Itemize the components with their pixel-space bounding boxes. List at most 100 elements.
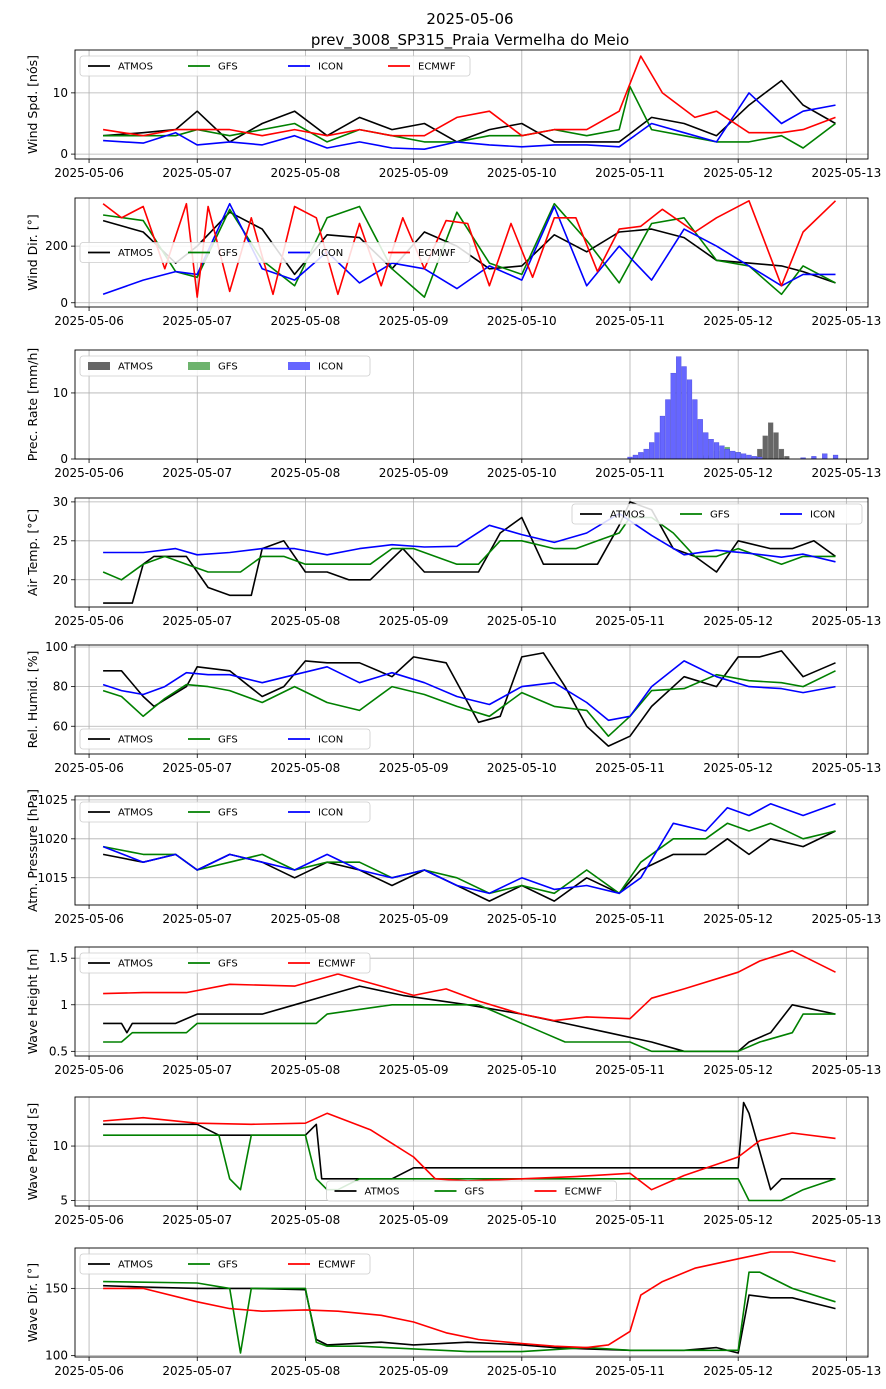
- legend-label-gfs: GFS: [218, 248, 238, 259]
- legend-label-atmos: ATMOS: [118, 735, 153, 746]
- legend: ATMOS GFS ICON: [571, 503, 863, 525]
- series-line-ecmwf: [103, 1251, 836, 1349]
- x-tick-label: 2025-05-07: [162, 1063, 232, 1077]
- x-tick-label: 2025-05-13: [811, 1063, 881, 1077]
- y-tick-label: 10: [53, 86, 68, 100]
- legend-label-ecmwf: ECMWF: [318, 1260, 356, 1271]
- figure-title-station: prev_3008_SP315_Praia Vermelha do Meio: [311, 31, 629, 50]
- x-tick-label: 2025-05-06: [54, 1063, 124, 1077]
- y-axis-label: Wind Spd. [nós]: [25, 55, 40, 154]
- y-tick-label: 0.5: [49, 1044, 68, 1058]
- y-tick-label: 1025: [37, 793, 68, 807]
- x-tick-label: 2025-05-06: [54, 466, 124, 480]
- x-tick-label: 2025-05-08: [271, 1213, 341, 1227]
- x-tick-label: 2025-05-11: [595, 761, 665, 775]
- series-line-gfs: [102, 822, 836, 895]
- y-tick-label: 10: [53, 386, 68, 400]
- plot-area: [102, 802, 836, 902]
- series-line-atmos: [103, 650, 836, 747]
- legend-label-atmos: ATMOS: [118, 62, 153, 73]
- y-tick-label: 20: [53, 573, 68, 587]
- bar-atmos: [757, 448, 763, 459]
- legend-label-gfs: GFS: [465, 1187, 485, 1198]
- bar-icon: [649, 442, 655, 459]
- plot-frame: [74, 644, 869, 755]
- legend: ATMOS GFS ICON: [79, 355, 371, 377]
- x-tick-label: 2025-05-08: [271, 761, 341, 775]
- y-axis-label: Rel. Humid. [%]: [25, 651, 40, 749]
- bar-icon: [654, 432, 660, 459]
- series-line-ecmwf: [103, 949, 836, 1022]
- legend: ATMOS GFS ECMWF: [79, 1253, 371, 1275]
- x-tick-label: 2025-05-07: [162, 1213, 232, 1227]
- plot-frame: [74, 49, 869, 160]
- legend: ATMOS GFS ICON: [79, 801, 371, 823]
- x-tick-label: 2025-05-08: [271, 912, 341, 926]
- series-line-gfs: [103, 1003, 836, 1053]
- legend-box: [571, 503, 863, 525]
- x-tick-label: 2025-05-10: [487, 314, 557, 328]
- bar-icon: [757, 456, 763, 459]
- x-tick-label: 2025-05-08: [271, 166, 341, 180]
- x-tick-label: 2025-05-09: [379, 1213, 449, 1227]
- plot-area: [103, 949, 836, 1053]
- bar-atmos: [762, 435, 768, 459]
- bar-icon: [638, 452, 644, 459]
- series-line-ecmwf: [102, 55, 836, 137]
- panel-7: 2025-05-06 2025-05-07 2025-05-08 2025-05-09…: [25, 946, 881, 1077]
- figure-title-date: 2025-05-06: [426, 10, 513, 28]
- bar-icon: [724, 448, 730, 459]
- x-tick-label: 2025-05-10: [487, 166, 557, 180]
- bar-icon: [832, 454, 839, 459]
- plot-area: [102, 55, 836, 150]
- panel-1: 2025-05-06 2025-05-07 2025-05-08 2025-05-09…: [25, 49, 881, 180]
- series-line-icon: [103, 92, 836, 150]
- x-tick-label: 2025-05-13: [811, 614, 881, 628]
- series-line-gfs: [103, 1271, 836, 1354]
- y-tick-label: 200: [45, 239, 68, 253]
- bar-icon: [686, 379, 693, 459]
- series-line-icon: [102, 660, 836, 722]
- x-tick-label: 2025-05-07: [162, 912, 232, 926]
- legend-label-ecmwf: ECMWF: [565, 1187, 603, 1198]
- x-tick-label: 2025-05-12: [703, 1364, 773, 1378]
- legend-label-icon: ICON: [810, 510, 835, 521]
- x-tick-label: 2025-05-06: [54, 614, 124, 628]
- plot-area: [102, 501, 836, 604]
- x-tick-label: 2025-05-07: [162, 166, 232, 180]
- x-tick-label: 2025-05-13: [811, 1364, 881, 1378]
- y-axis-label: Wave Dir. [°]: [25, 1263, 40, 1342]
- x-tick-label: 2025-05-10: [487, 761, 557, 775]
- legend-box: [79, 1253, 371, 1275]
- x-tick-label: 2025-05-12: [703, 314, 773, 328]
- bar-icon: [681, 366, 687, 459]
- legend-label-gfs: GFS: [710, 510, 730, 521]
- legend-label-atmos: ATMOS: [118, 1260, 153, 1271]
- x-tick-label: 2025-05-11: [595, 314, 665, 328]
- legend: ATMOS GFS ECMWF: [79, 952, 371, 974]
- x-tick-label: 2025-05-08: [271, 466, 341, 480]
- y-tick-label: 0: [60, 147, 68, 161]
- x-tick-label: 2025-05-11: [595, 466, 665, 480]
- bar-icon: [627, 456, 633, 459]
- x-tick-label: 2025-05-09: [379, 614, 449, 628]
- x-tick-label: 2025-05-08: [271, 614, 341, 628]
- series-line-atmos: [103, 79, 836, 143]
- bar-atmos: [768, 422, 774, 459]
- legend-label-icon: ICON: [318, 62, 343, 73]
- y-tick-label: 0: [60, 452, 68, 466]
- bar-icon: [676, 356, 682, 459]
- x-tick-label: 2025-05-07: [162, 314, 232, 328]
- series-line-atmos: [103, 1284, 836, 1354]
- x-tick-label: 2025-05-09: [379, 466, 449, 480]
- bar-icon: [741, 453, 747, 459]
- bar-icon: [670, 372, 676, 459]
- legend-box: [79, 355, 371, 377]
- legend-label-atmos: ATMOS: [365, 1187, 400, 1198]
- legend-label-icon: ICON: [318, 248, 343, 259]
- y-tick-label: 100: [45, 640, 68, 654]
- legend-box: [79, 242, 471, 263]
- legend-label-icon: ICON: [318, 362, 343, 373]
- bar-atmos: [778, 448, 785, 459]
